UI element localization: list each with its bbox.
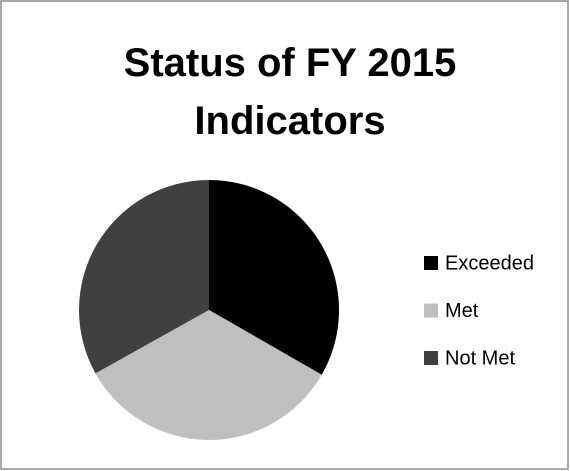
legend-swatch (424, 303, 438, 318)
legend-label: Met (445, 300, 479, 322)
pie-slice (95, 310, 322, 441)
legend-swatch (424, 256, 438, 270)
legend-swatch (424, 351, 438, 365)
pie-slice (209, 180, 339, 375)
legend-label: Exceeded (445, 252, 534, 274)
chart-title: Status of FY 2015 Indicators (123, 41, 457, 143)
legend-label: Not Met (445, 347, 515, 369)
pie-slice (79, 180, 210, 374)
